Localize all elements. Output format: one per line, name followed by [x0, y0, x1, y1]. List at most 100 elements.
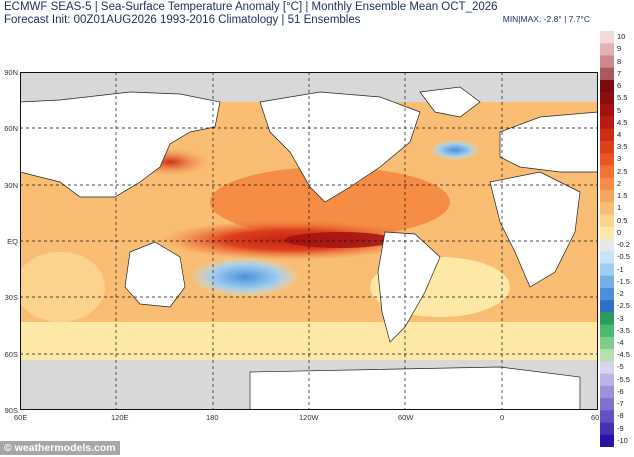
colorbar-label: 1: [617, 203, 622, 213]
credit-watermark: © weathermodels.com: [0, 441, 120, 455]
colorbar-label: 3: [617, 154, 622, 164]
colorbar-swatch: [600, 239, 614, 252]
colorbar-label: -10: [617, 435, 628, 445]
lat-label-60s: 60S: [4, 350, 18, 359]
north-america: [259, 91, 421, 203]
colorbar-label: 0.5: [617, 215, 628, 225]
colorbar-label: -6: [617, 386, 624, 396]
colorbar-swatch: [600, 434, 614, 447]
colorbar-label: -5: [617, 362, 624, 372]
colorbar-swatch: [600, 55, 614, 69]
colorbar-swatch: [600, 153, 614, 166]
lat-label-90s: 90S: [4, 406, 18, 415]
colorbar-swatch: [600, 349, 614, 362]
colorbar-swatch: [600, 361, 614, 374]
colorbar-swatch: [600, 128, 614, 142]
colorbar-swatch: [600, 373, 614, 387]
lat-label-60n: 60N: [4, 124, 18, 133]
lon-label-120e: 120E: [111, 413, 129, 422]
colorbar-swatch: [600, 410, 614, 423]
antarctica: [249, 366, 581, 410]
colorbar-label: 5.5: [617, 93, 628, 103]
colorbar-label: 0: [617, 227, 622, 237]
colorbar-swatch: [600, 324, 614, 338]
colorbar-label: -0.5: [617, 252, 630, 262]
colorbar-label: 3.5: [617, 142, 628, 152]
colorbar-label: 4.5: [617, 117, 628, 127]
colorbar-label: -4: [617, 338, 624, 347]
colorbar-label: 2.5: [617, 166, 628, 176]
colorbar-label: 7: [617, 68, 622, 78]
colorbar-swatch: [600, 79, 614, 93]
colorbar-swatch: [600, 141, 614, 154]
lon-label-60: 60: [591, 413, 600, 422]
colorbar-swatch: [600, 263, 614, 277]
colorbar-label: -2: [617, 289, 624, 299]
colorbar-label: -0.2: [617, 240, 630, 250]
colorbar-swatch: [600, 177, 614, 191]
colorbar-label: 4: [617, 130, 622, 139]
africa: [489, 171, 581, 288]
lon-label-60e: 60E: [14, 413, 28, 422]
colorbar-label: 1.5: [617, 191, 628, 201]
colorbar-swatch: [600, 202, 614, 215]
colorbar-swatch: [600, 31, 614, 44]
map-title: ECMWF SEAS-5 | Sea-Surface Temperature A…: [4, 1, 498, 13]
colorbar-swatch: [600, 398, 614, 411]
colorbar-swatch: [600, 385, 614, 399]
colorbar-label: -8: [617, 411, 624, 421]
min-max-readout: MIN|MAX: -2.8° | 7.7°C: [502, 14, 590, 24]
lat-label-30s: 30S: [4, 293, 18, 302]
colorbar-swatch: [600, 116, 614, 130]
colorbar-swatch: [600, 226, 614, 240]
colorbar-swatch: [600, 190, 614, 203]
europe: [499, 111, 598, 173]
colorbar-swatch: [600, 336, 614, 350]
sst-anomaly-map: [20, 72, 598, 410]
colorbar-label: 8: [617, 56, 622, 66]
colorbar-label: -7: [617, 399, 624, 409]
colorbar-label: -4.5: [617, 350, 630, 360]
colorbar-swatch: [600, 92, 614, 105]
el-nino-core: [285, 232, 395, 248]
lon-label-120w: 120W: [299, 413, 319, 422]
indian-ocean-pale: [20, 252, 105, 322]
colorbar-swatch: [600, 165, 614, 179]
colorbar-swatch: [600, 287, 614, 301]
land-masses: [20, 86, 598, 410]
colorbar-swatch: [600, 43, 614, 56]
ne-pacific-warm: [210, 167, 450, 237]
colorbar-swatch: [600, 312, 614, 325]
asia: [20, 91, 221, 198]
lon-label-180: 180: [206, 413, 219, 422]
colorbar-label: -1.5: [617, 276, 630, 286]
colorbar-swatch: [600, 104, 614, 117]
lon-label-0: 0: [500, 413, 505, 422]
colorbar-label: 5: [617, 105, 622, 115]
colorbar-label: -1: [617, 264, 624, 274]
lat-label-90n: 90N: [4, 68, 18, 77]
map-frame: [20, 72, 598, 410]
colorbar-swatch: [600, 275, 614, 289]
map-subtitle: Forecast Init: 00Z01AUG2026 1993-2016 Cl…: [4, 14, 361, 26]
colorbar-label: -9: [617, 423, 624, 433]
colorbar-label: 2: [617, 178, 622, 188]
colorbar-label: 6: [617, 81, 622, 91]
colorbar-label: 9: [617, 44, 622, 54]
lat-label-30n: 30N: [4, 181, 18, 190]
colorbar-swatch: [600, 422, 614, 436]
sw-pacific-cool: [190, 257, 300, 297]
colorbar-label: -2.5: [617, 301, 630, 311]
colorbar-swatch: [600, 214, 614, 228]
north-atlantic-cool: [430, 140, 480, 160]
colorbar-swatch: [600, 251, 614, 264]
lat-label-eq: EQ: [7, 237, 18, 246]
greenland: [419, 86, 481, 118]
colorbar: [600, 31, 614, 447]
colorbar-label: -3: [617, 313, 624, 323]
colorbar-label: -5.5: [617, 374, 630, 384]
lon-label-60w: 60W: [398, 413, 414, 422]
graticule: [20, 72, 598, 410]
colorbar-label: 10: [617, 32, 626, 42]
colorbar-swatch: [600, 300, 614, 313]
